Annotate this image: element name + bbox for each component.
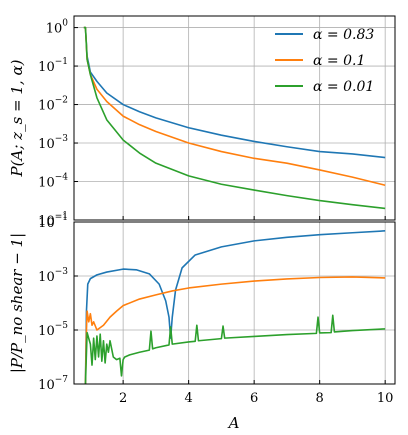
y-tick-exponent: 0 [62,19,68,29]
series-line-bot-0 [84,230,386,384]
y-tick-mantissa: 10 [38,216,55,231]
series-line-bot-2 [84,314,386,384]
y-tick-label: 10−3 [38,134,68,152]
y-tick-label: 10−1 [38,211,68,229]
y-tick-exponent: −3 [55,134,69,144]
y-tick-mantissa: 10 [38,378,55,393]
x-tick-label: 6 [250,391,258,406]
legend-label: α = 0.1 [313,53,365,69]
bottom-panel-grid [74,222,395,384]
y-tick-mantissa: 10 [38,324,55,339]
y-tick-exponent: −3 [55,267,69,277]
y-tick-mantissa: 10 [46,22,63,37]
legend-label: α = 0.01 [313,79,374,95]
y-tick-mantissa: 10 [38,137,55,152]
y-tick-label: 10−1 [38,57,68,75]
bottom-y-axis-label: |P/P_no shear − 1| [8,233,26,373]
bottom-panel-frame [73,221,396,385]
y-tick-mantissa: 10 [38,176,55,191]
x-tick-label: 2 [119,391,127,406]
top-panel-grid [74,16,395,220]
x-tick-label: 4 [185,391,193,406]
y-tick-label: 10−7 [38,375,68,393]
top-y-axis-label: P(A; z_s = 1, α) [8,59,26,177]
y-tick-label: 10−5 [38,321,68,339]
legend-label: α = 0.83 [313,27,374,43]
series-line-top-2 [83,26,386,210]
y-tick-exponent: −4 [55,173,69,183]
y-tick-exponent: −1 [55,211,68,221]
y-tick-exponent: −7 [55,375,69,385]
y-tick-label: 10−4 [38,173,68,191]
y-tick-mantissa: 10 [38,60,55,75]
y-tick-exponent: −5 [55,321,69,331]
x-tick-label: 8 [316,391,324,406]
y-tick-mantissa: 10 [38,99,55,114]
y-tick-mantissa: 10 [38,214,55,229]
top-panel-frame [73,15,396,221]
y-tick-label: 10−3 [38,267,68,285]
legend: α = 0.83 α = 0.1 α = 0.01 [275,27,374,95]
y-tick-exponent: −1 [55,213,68,223]
bottom-panel-series [84,230,386,384]
y-tick-label: 10−2 [38,96,68,114]
y-tick-label: 100 [46,19,69,37]
x-axis-label: A [227,414,240,432]
y-tick-exponent: −2 [55,96,68,106]
y-tick-label: 10−1 [38,213,68,231]
x-tick-label: 10 [377,391,394,406]
y-tick-mantissa: 10 [38,270,55,285]
y-tick-exponent: −1 [55,57,68,67]
top-panel-series [83,26,386,210]
series-line-bot-1 [84,276,386,384]
